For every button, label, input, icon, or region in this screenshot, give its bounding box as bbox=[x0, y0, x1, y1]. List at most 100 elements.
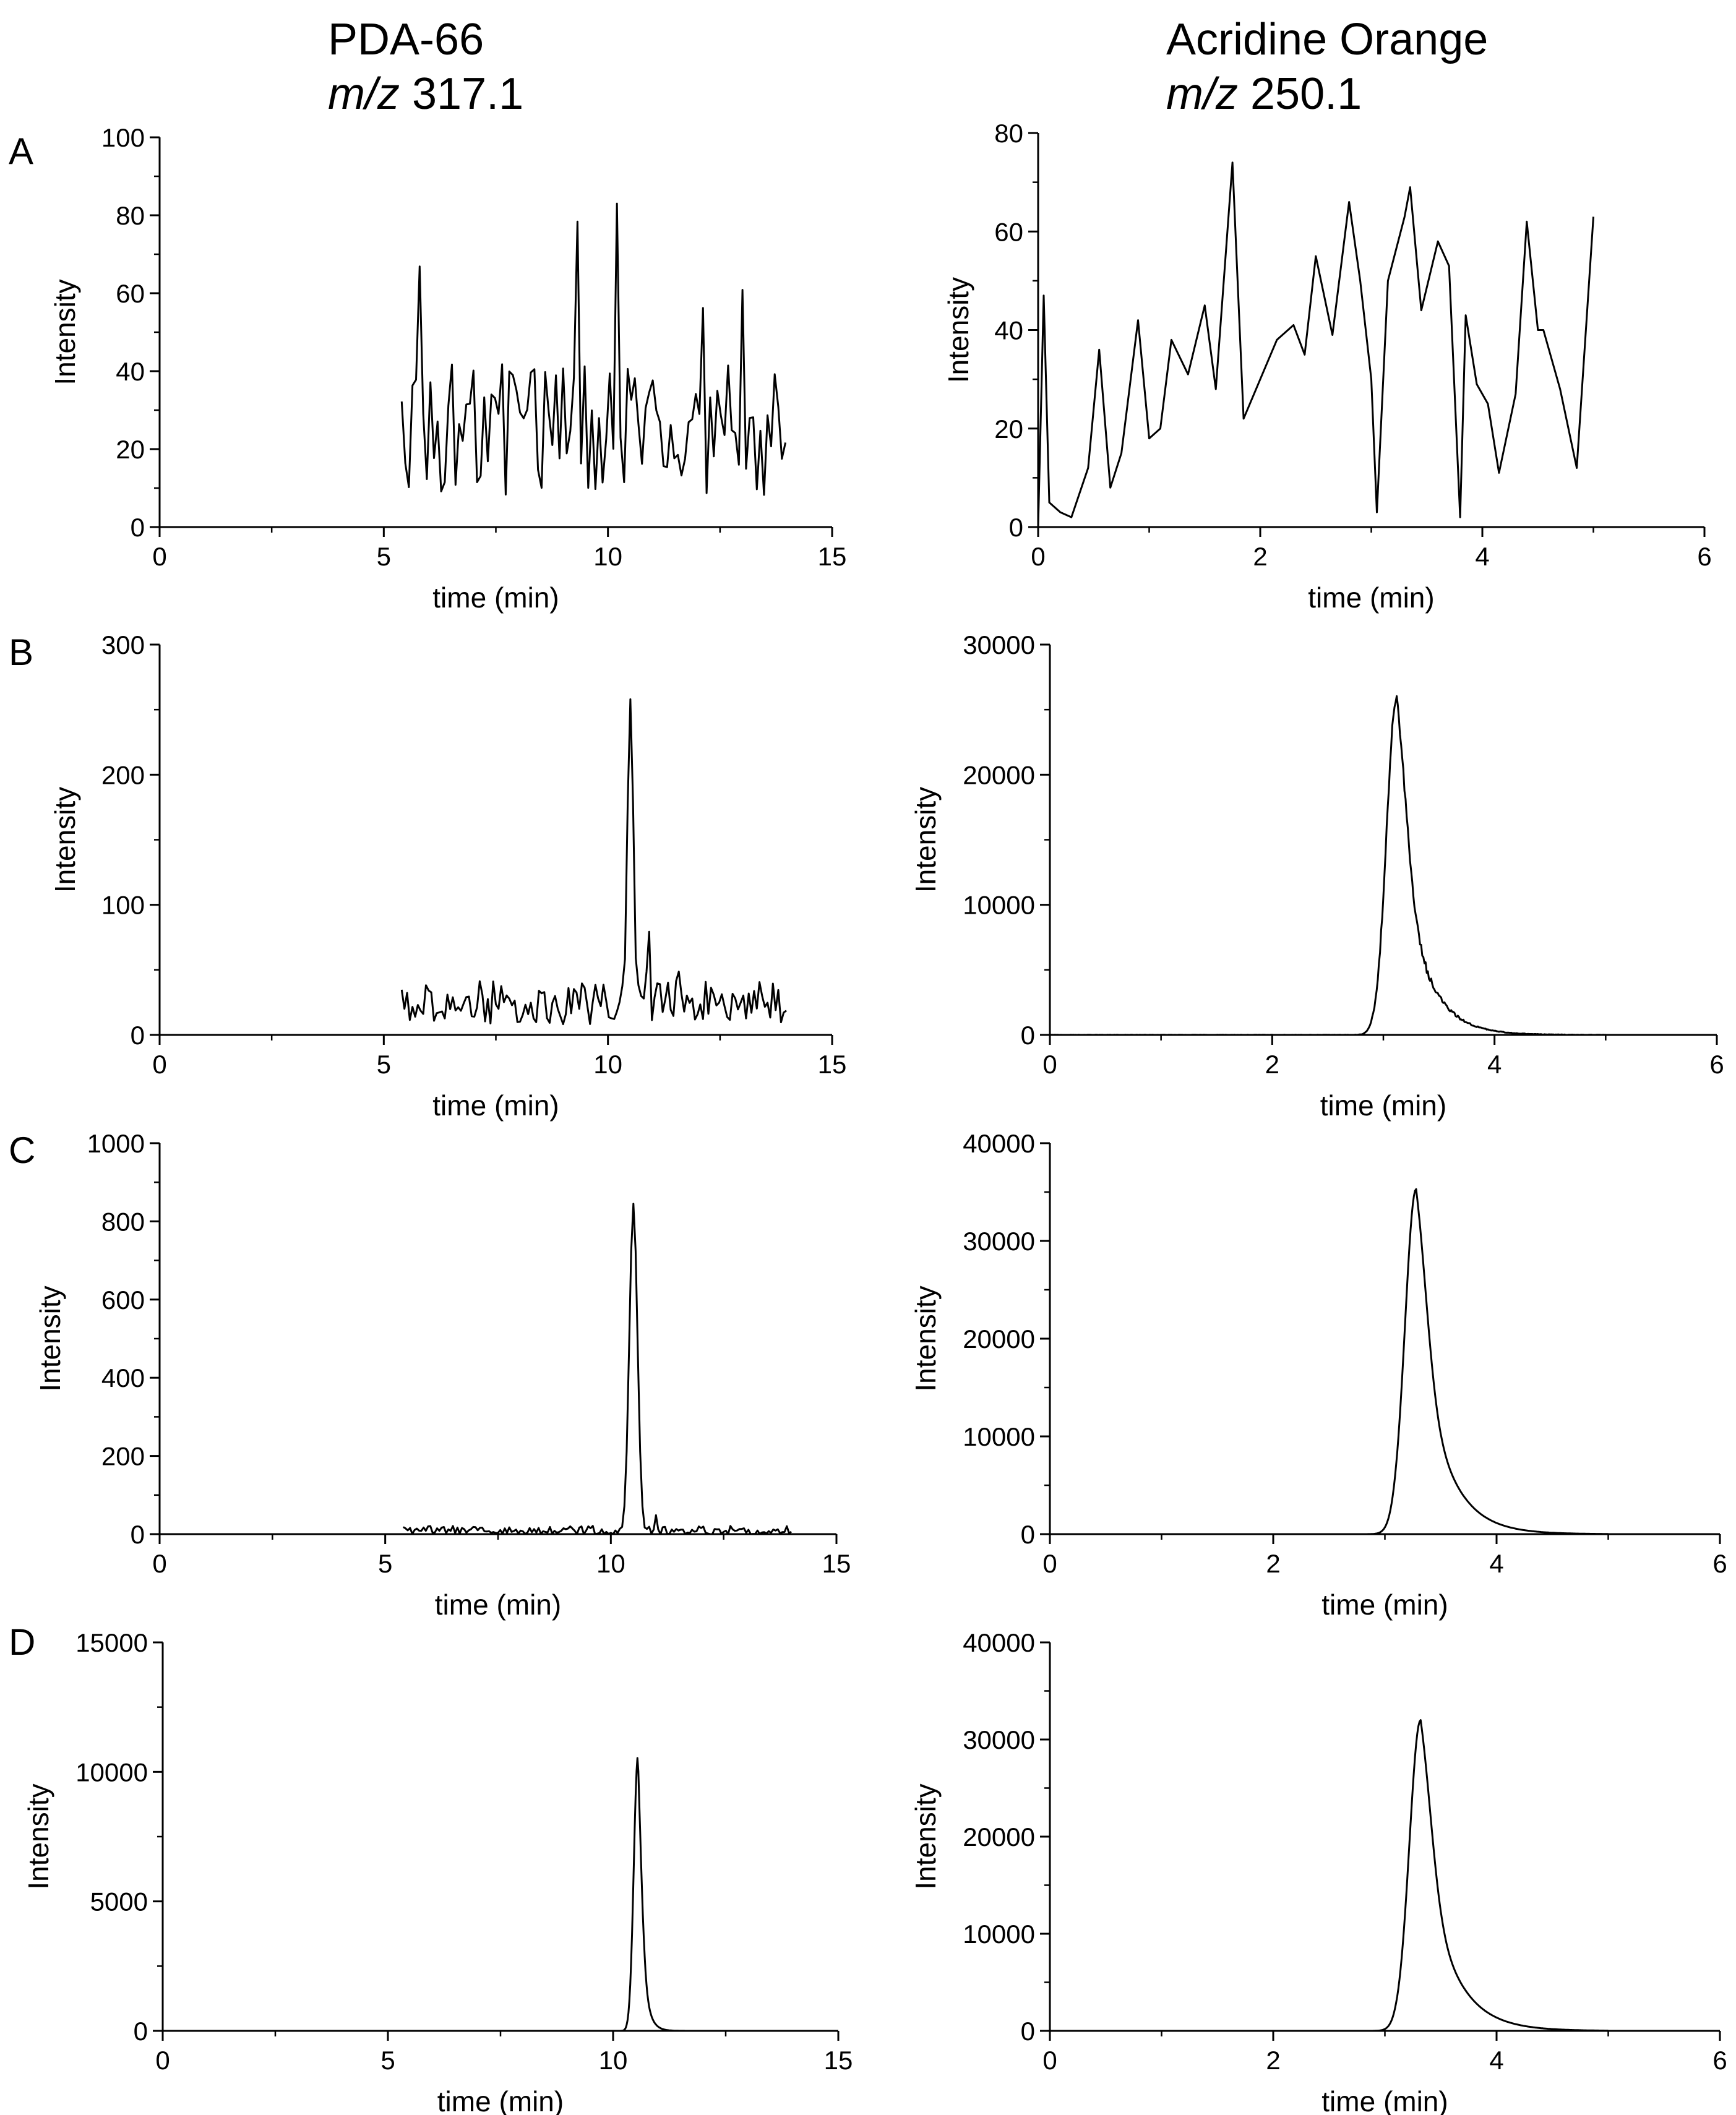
y-tick-label: 100 bbox=[101, 891, 145, 920]
column-title-pda66: PDA-66 m/z 317.1 bbox=[328, 12, 523, 121]
compound-name: PDA-66 bbox=[328, 15, 484, 64]
x-tick-label: 0 bbox=[152, 1549, 166, 1578]
x-tick-label: 0 bbox=[152, 1050, 166, 1079]
chart-a-left: 0 5 10 15 0 20 40 60 80 100 time (min) Intensity bbox=[49, 123, 846, 614]
y-tick-label: 30000 bbox=[963, 630, 1035, 659]
y-tick-label: 0 bbox=[1021, 1520, 1035, 1549]
y-tick-label: 15000 bbox=[75, 1628, 148, 1657]
y-tick-label: 40 bbox=[994, 316, 1023, 345]
x-tick-label: 0 bbox=[1031, 542, 1045, 571]
mz-label: m/z 317.1 bbox=[328, 67, 523, 121]
series-line bbox=[400, 202, 787, 496]
series-line bbox=[410, 1757, 794, 2032]
y-tick-label: 40 bbox=[116, 357, 145, 386]
x-axis-label: time (min) bbox=[1308, 581, 1434, 614]
panel-letter-a: A bbox=[9, 131, 34, 172]
x-tick-label: 0 bbox=[152, 542, 166, 571]
series-line bbox=[1037, 161, 1594, 528]
y-tick-label: 10000 bbox=[75, 1757, 148, 1787]
x-tick-label: 4 bbox=[1489, 2046, 1503, 2075]
y-tick-label: 200 bbox=[101, 1442, 145, 1471]
x-tick-label: 2 bbox=[1266, 2046, 1280, 2075]
x-tick-label: 0 bbox=[1042, 1549, 1057, 1578]
x-axis-label: time (min) bbox=[432, 1089, 559, 1122]
y-tick-label: 40000 bbox=[963, 1628, 1035, 1657]
x-tick-label: 2 bbox=[1253, 542, 1267, 571]
compound-name: Acridine Orange bbox=[1166, 15, 1489, 64]
y-tick-label: 10000 bbox=[963, 1422, 1035, 1451]
y-tick-label: 800 bbox=[101, 1207, 145, 1236]
panel-letter-b: B bbox=[9, 632, 34, 673]
x-tick-label: 6 bbox=[1697, 542, 1711, 571]
x-axis-label: time (min) bbox=[1321, 2085, 1448, 2115]
y-tick-label: 10000 bbox=[963, 891, 1035, 920]
y-tick-label: 300 bbox=[101, 630, 145, 659]
x-tick-label: 6 bbox=[1712, 1549, 1727, 1578]
y-axis-label: Intensity bbox=[22, 1783, 54, 1889]
y-tick-label: 20 bbox=[994, 414, 1023, 444]
series-line bbox=[1050, 1719, 1609, 2032]
x-axis-label: time (min) bbox=[1320, 1089, 1446, 1122]
y-tick-label: 0 bbox=[1009, 513, 1023, 542]
y-axis-label: Intensity bbox=[909, 1285, 942, 1391]
x-tick-label: 6 bbox=[1709, 1050, 1724, 1079]
y-axis-label: Intensity bbox=[942, 277, 974, 383]
y-tick-label: 20 bbox=[116, 435, 145, 464]
series-line bbox=[1049, 695, 1606, 1036]
x-tick-label: 0 bbox=[155, 2046, 170, 2075]
x-tick-label: 6 bbox=[1712, 2046, 1727, 2075]
y-tick-label: 80 bbox=[116, 201, 145, 230]
mz-prefix: m/z bbox=[1166, 69, 1238, 119]
x-tick-label: 4 bbox=[1489, 1549, 1503, 1578]
x-tick-label: 5 bbox=[380, 2046, 395, 2075]
x-tick-label: 4 bbox=[1475, 542, 1489, 571]
x-tick-label: 10 bbox=[593, 542, 622, 571]
y-axis-label: Intensity bbox=[909, 787, 942, 893]
x-tick-label: 10 bbox=[599, 2046, 628, 2075]
y-tick-label: 0 bbox=[1021, 1021, 1035, 1050]
mz-value: 317.1 bbox=[412, 69, 524, 119]
x-tick-label: 5 bbox=[377, 542, 391, 571]
x-axis-label: time (min) bbox=[437, 2085, 564, 2115]
y-tick-label: 80 bbox=[994, 119, 1023, 148]
chart-d-right: 0 2 4 6 0 10000 20000 30000 40000 time (min) Inten… bbox=[909, 1628, 1727, 2115]
series-line bbox=[400, 698, 787, 1026]
y-tick-label: 40000 bbox=[963, 1129, 1035, 1158]
y-tick-label: 200 bbox=[101, 760, 145, 789]
x-tick-label: 2 bbox=[1265, 1050, 1279, 1079]
y-axis-label: Intensity bbox=[49, 787, 81, 893]
y-tick-label: 0 bbox=[1021, 2017, 1035, 2046]
y-tick-label: 0 bbox=[131, 513, 145, 542]
mz-value: 250.1 bbox=[1250, 69, 1362, 119]
y-axis-label: Intensity bbox=[34, 1285, 66, 1391]
series-line bbox=[403, 1203, 792, 1535]
y-tick-label: 0 bbox=[131, 1021, 145, 1050]
y-tick-label: 10000 bbox=[963, 1920, 1035, 1949]
y-tick-label: 30000 bbox=[963, 1725, 1035, 1754]
x-tick-label: 5 bbox=[377, 1050, 391, 1079]
x-tick-label: 15 bbox=[818, 542, 847, 571]
y-tick-label: 1000 bbox=[87, 1129, 145, 1158]
x-tick-label: 15 bbox=[822, 1549, 851, 1578]
chart-c-left: 0 5 10 15 0 200 400 600 800 1000 time (min) Intensi… bbox=[34, 1129, 851, 1621]
panel-letter-c: C bbox=[9, 1130, 36, 1171]
x-tick-label: 10 bbox=[593, 1050, 622, 1079]
y-tick-label: 400 bbox=[101, 1363, 145, 1392]
y-tick-label: 30000 bbox=[963, 1227, 1035, 1256]
y-tick-label: 60 bbox=[994, 217, 1023, 246]
y-tick-label: 20000 bbox=[963, 1822, 1035, 1851]
chart-c-right: 0 2 4 6 0 10000 20000 30000 40000 time (min) Inten… bbox=[909, 1129, 1727, 1621]
y-axis-label: Intensity bbox=[49, 279, 81, 385]
y-tick-label: 60 bbox=[116, 279, 145, 308]
x-tick-label: 0 bbox=[1042, 1050, 1057, 1079]
chart-b-left: 0 5 10 15 0 100 200 300 time (min) Intensity bbox=[49, 630, 846, 1122]
x-tick-label: 0 bbox=[1042, 2046, 1057, 2075]
x-axis-label: time (min) bbox=[435, 1589, 561, 1621]
y-tick-label: 5000 bbox=[90, 1887, 148, 1916]
x-tick-label: 2 bbox=[1266, 1549, 1280, 1578]
x-tick-label: 4 bbox=[1487, 1050, 1502, 1079]
chart-b-right: 0 2 4 6 0 10000 20000 30000 time (min) Intensity bbox=[909, 630, 1724, 1122]
y-axis-label: Intensity bbox=[909, 1783, 942, 1889]
